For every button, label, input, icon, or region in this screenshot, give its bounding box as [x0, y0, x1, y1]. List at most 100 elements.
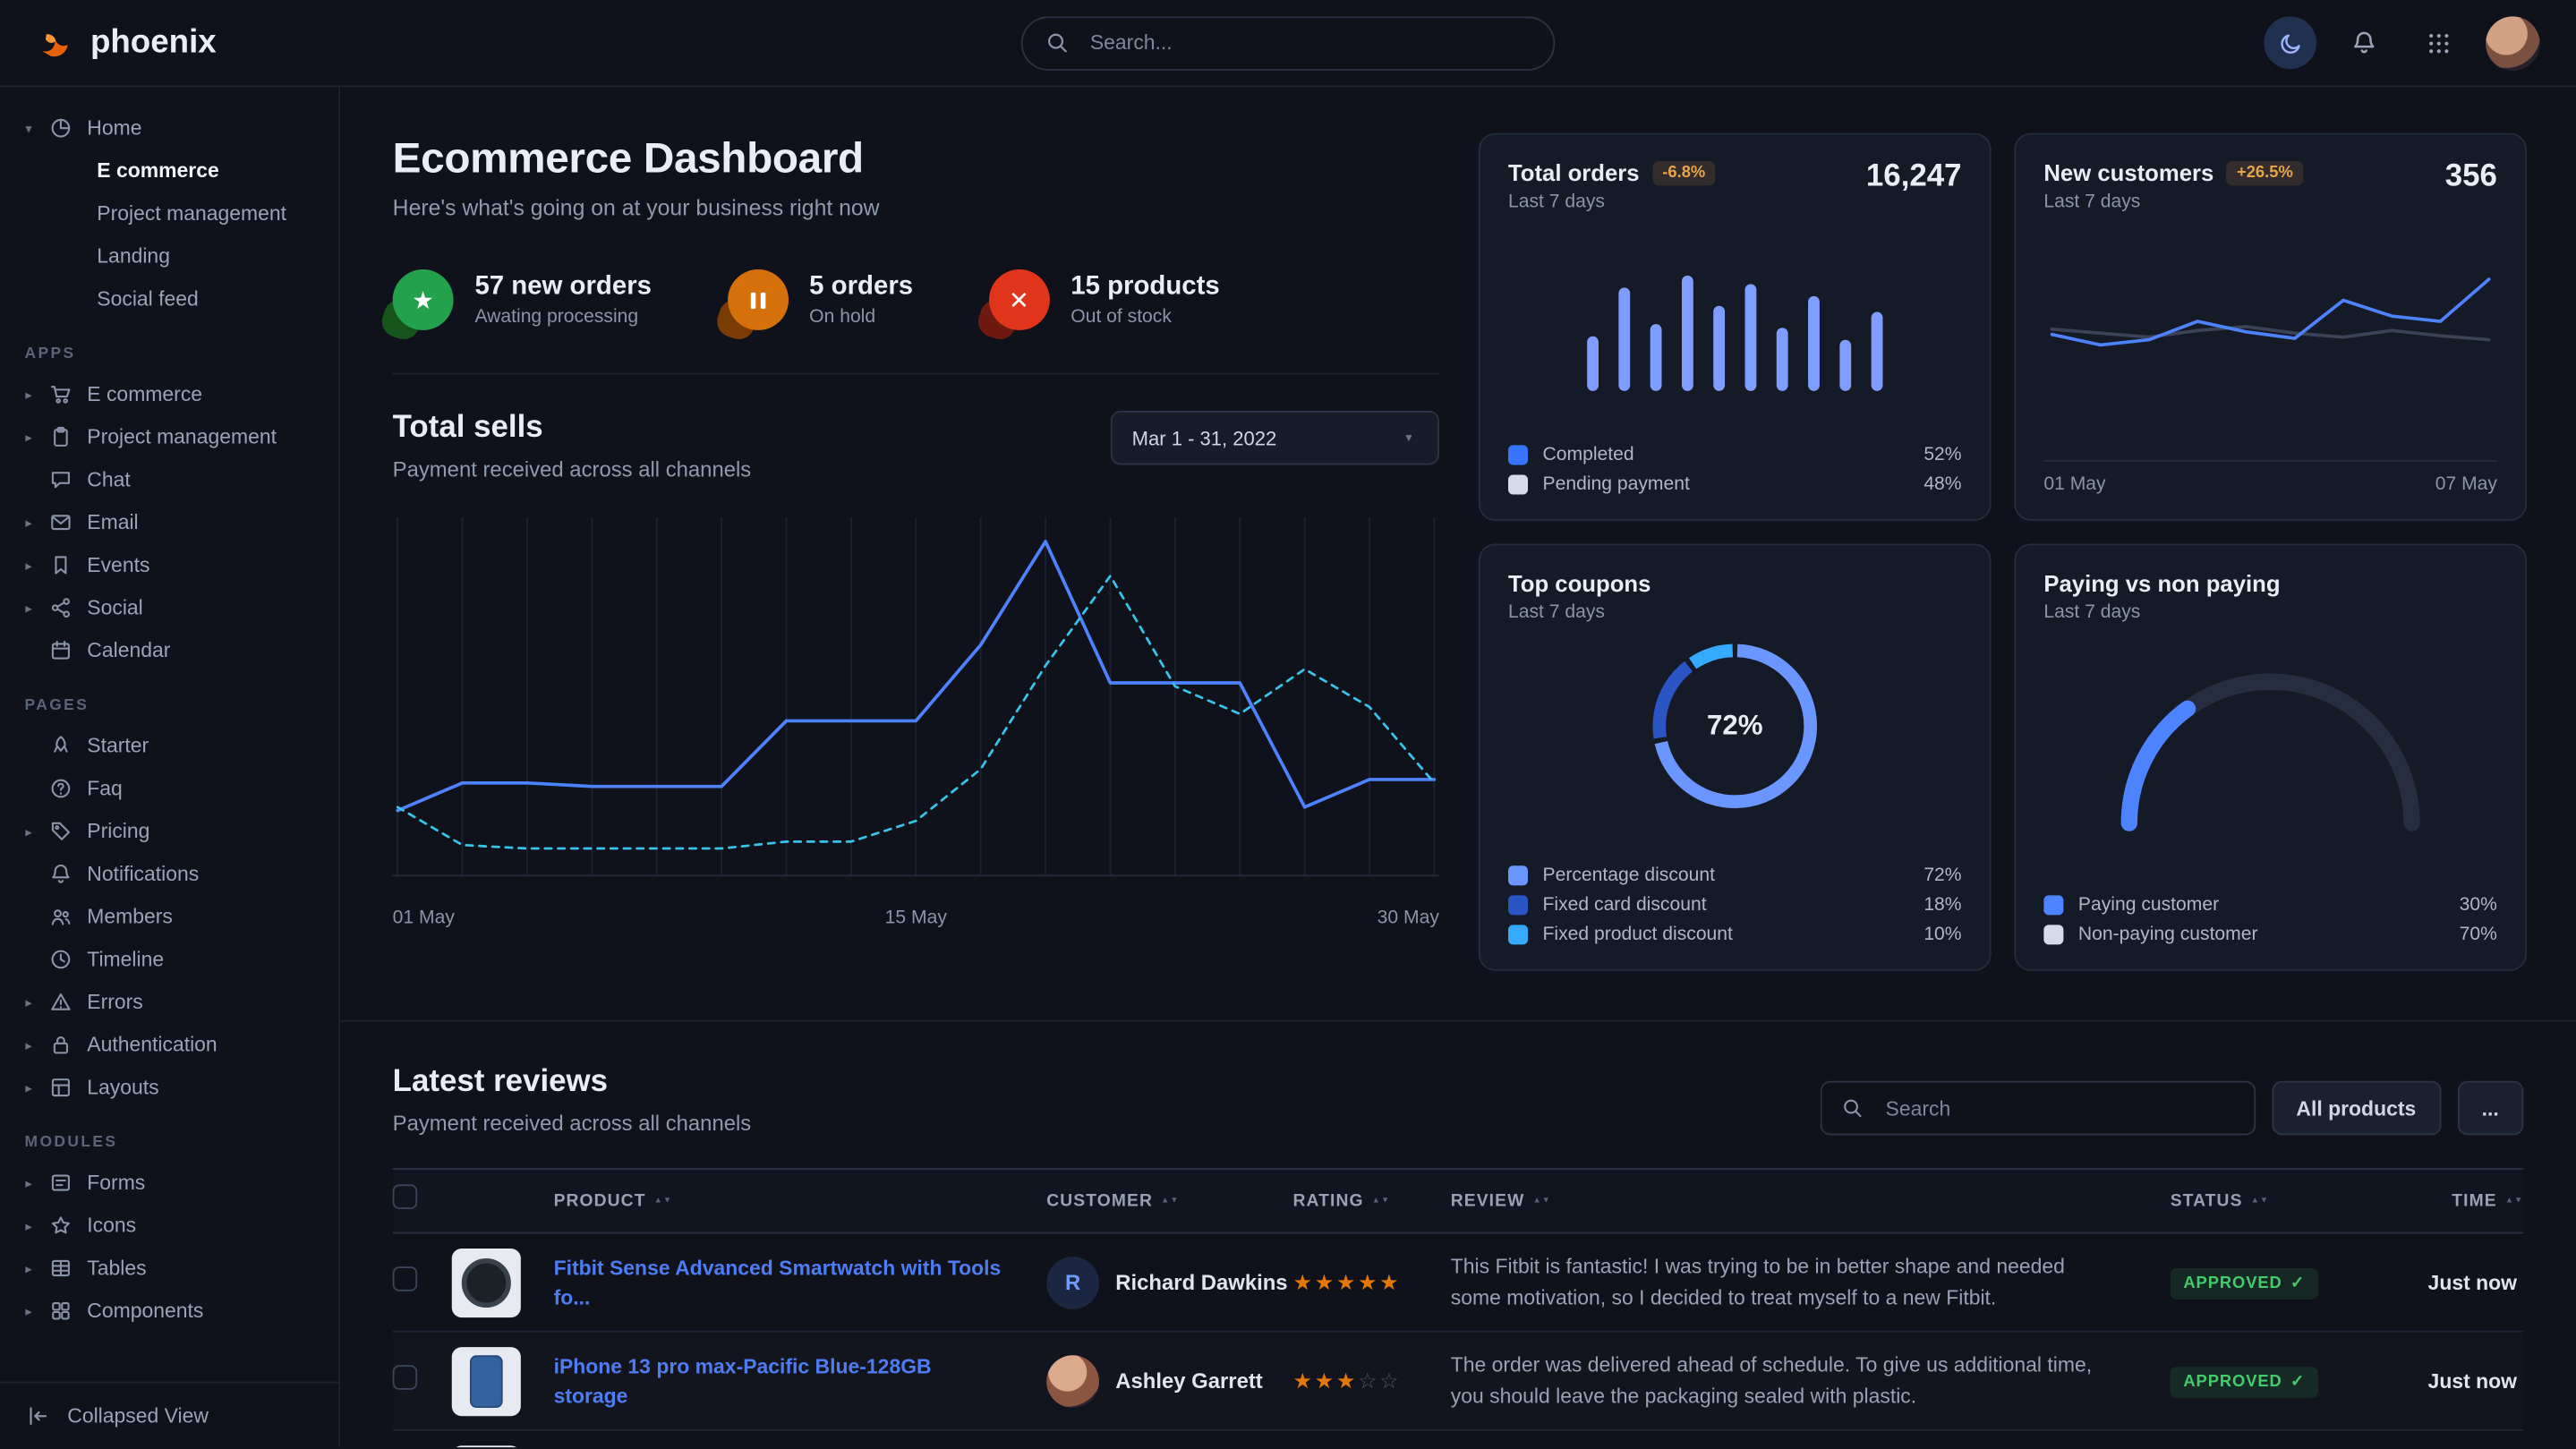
order-stats: ★ 57 new orders Awating processing 5 orders… [392, 269, 1439, 330]
stat-awating-processing: ★ 57 new orders Awating processing [392, 269, 652, 330]
top-coupons-legend: Percentage discount 72% Fixed card discoun… [1507, 865, 1962, 945]
reviews-search-input[interactable] [1881, 1095, 2234, 1121]
table-row: iPhone 13 pro max-Pacific Blue-128GB sto… [392, 1333, 2524, 1431]
product-image-cell [451, 1248, 554, 1317]
status-label: APPROVED [2183, 1372, 2282, 1391]
sidebar-subitem-social-feed[interactable]: Social feed [97, 287, 199, 311]
sidebar-item-errors[interactable]: ▸ Errors [20, 981, 319, 1024]
chevron-right-icon: ▸ [25, 600, 32, 616]
sidebar-item-label: Tables [87, 1257, 147, 1280]
reviews-search[interactable] [1820, 1080, 2256, 1136]
column-header-review[interactable]: REVIEW ▲▼ [1450, 1190, 1551, 1211]
reviews-subtitle: Payment received across all channels [392, 1110, 752, 1136]
sidebar-item-social[interactable]: ▸ Social [20, 586, 319, 629]
sidebar-item-label: Chat [87, 468, 131, 491]
apps-grid-button[interactable] [2412, 16, 2465, 69]
sidebar-item-members[interactable]: Members [20, 895, 319, 938]
sort-icon: ▲▼ [653, 1195, 673, 1206]
chevron-right-icon: ▸ [25, 1037, 32, 1053]
star-status-icon: ★ [392, 269, 454, 330]
legend-swatch [1507, 445, 1529, 465]
search-input[interactable] [1087, 30, 1531, 56]
notifications-button[interactable] [2338, 16, 2391, 69]
collapse-view-button[interactable]: Collapsed View [0, 1381, 339, 1447]
new-customers-card: New customers +26.5% Last 7 days 356 01 [2014, 132, 2527, 521]
sidebar-subitem-landing[interactable]: Landing [97, 244, 170, 268]
legend-value: 18% [1923, 895, 1962, 916]
customer-name: Richard Dawkins [1115, 1269, 1288, 1295]
sidebar-item-chat[interactable]: Chat [20, 458, 319, 501]
row-checkbox[interactable] [392, 1266, 418, 1291]
warning-icon [49, 991, 75, 1014]
total-orders-period: Last 7 days [1507, 192, 1605, 212]
sidebar-item-label: Components [87, 1299, 204, 1323]
all-products-button[interactable]: All products [2271, 1080, 2441, 1136]
sidebar-item-layouts[interactable]: ▸ Layouts [20, 1066, 319, 1109]
chevron-right-icon: ▸ [25, 558, 32, 573]
sidebar-item-authentication[interactable]: ▸ Authentication [20, 1024, 319, 1067]
sidebar-item-events[interactable]: ▸ Events [20, 544, 319, 587]
x-tick: 15 May [884, 908, 947, 929]
global-search[interactable] [1020, 15, 1556, 71]
kpi-cards: Total orders -6.8% Last 7 days 16,247 Co… [1478, 132, 2527, 971]
sidebar-item-notifications[interactable]: Notifications [20, 853, 319, 896]
sidebar-item-forms[interactable]: ▸ Forms [20, 1162, 319, 1205]
stat-text: 15 products Out of stock [1070, 273, 1219, 326]
top-coupons-donut-wrap: 72% [1644, 635, 1825, 816]
check-icon: ✓ [2290, 1372, 2306, 1391]
legend-label: Fixed product discount [1542, 925, 1733, 945]
sidebar-item-label: Social [87, 596, 143, 619]
sidebar-item-tables[interactable]: ▸ Tables [20, 1247, 319, 1290]
sidebar-item-calendar[interactable]: Calendar [20, 629, 319, 672]
sidebar-item-timeline[interactable]: Timeline [20, 938, 319, 981]
moon-icon [2280, 33, 2299, 53]
sidebar-item-label: Timeline [87, 948, 165, 971]
sidebar-item-email[interactable]: ▸ Email [20, 501, 319, 544]
sidebar-item-pricing[interactable]: ▸ Pricing [20, 810, 319, 853]
brand-logo[interactable]: phoenix [36, 22, 217, 64]
date-range-select[interactable]: Mar 1 - 31, 2022 ▾ [1110, 410, 1439, 465]
product-link[interactable]: iPhone 13 pro max-Pacific Blue-128GB sto… [553, 1354, 932, 1408]
theme-toggle-button[interactable] [2264, 16, 2317, 70]
row-checkbox[interactable] [392, 1364, 418, 1389]
sidebar-section-label-pages: PAGES [24, 696, 90, 715]
sidebar-item-project-management[interactable]: ▸ Project management [20, 415, 319, 458]
stat-caption: Awating processing [474, 306, 639, 327]
new-customers-badge: +26.5% [2226, 159, 2303, 185]
new-customers-value: 356 [2444, 159, 2497, 194]
chevron-down-icon: ▾ [25, 120, 32, 136]
column-header-status[interactable]: STATUS ▲▼ [2170, 1190, 2270, 1211]
bookmark-icon [49, 554, 75, 577]
dashboard-left: Ecommerce Dashboard Here's what's going … [392, 133, 1439, 971]
legend-swatch [1507, 925, 1529, 945]
total-orders-bar-chart [1587, 275, 1883, 391]
share-icon [49, 596, 75, 619]
sidebar-item-icons[interactable]: ▸ Icons [20, 1204, 319, 1247]
stat-text: 57 new orders Awating processing [474, 273, 652, 326]
stat-text: 5 orders On hold [809, 273, 913, 326]
sort-icon: ▲▼ [1371, 1195, 1391, 1206]
collapse-icon [26, 1403, 52, 1427]
column-header-time[interactable]: TIME ▲▼ [2452, 1190, 2524, 1211]
sidebar-item-home[interactable]: ▾ Home [20, 107, 319, 149]
column-header-customer[interactable]: CUSTOMER ▲▼ [1046, 1190, 1180, 1211]
paying-gauge-wrap [2098, 645, 2443, 848]
total-sells-subtitle: Payment received across all channels [392, 456, 752, 482]
sidebar-subitem-project-management[interactable]: Project management [97, 201, 287, 226]
sidebar-subitem-e-commerce[interactable]: E commerce [97, 159, 219, 183]
legend-item-completed: Completed 52% [1507, 445, 1962, 465]
column-header-rating[interactable]: RATING ▲▼ [1292, 1190, 1391, 1211]
x-tick: 30 May [1377, 908, 1439, 929]
sidebar-item-e-commerce[interactable]: ▸ E commerce [20, 373, 319, 416]
product-link[interactable]: Fitbit Sense Advanced Smartwatch with To… [553, 1256, 1002, 1308]
sidebar-item-faq[interactable]: Faq [20, 767, 319, 810]
more-actions-button[interactable]: ... [2457, 1080, 2524, 1136]
sidebar-item-components[interactable]: ▸ Components [20, 1290, 319, 1333]
total-orders-legend: Completed 52% Pending payment 48% [1507, 445, 1962, 495]
user-avatar[interactable] [2486, 15, 2540, 71]
select-all-checkbox[interactable] [392, 1184, 418, 1209]
tag-icon [49, 820, 75, 843]
sidebar-item-starter[interactable]: Starter [20, 724, 319, 767]
column-header-product[interactable]: PRODUCT ▲▼ [553, 1190, 673, 1211]
grid-icon [2428, 33, 2448, 53]
